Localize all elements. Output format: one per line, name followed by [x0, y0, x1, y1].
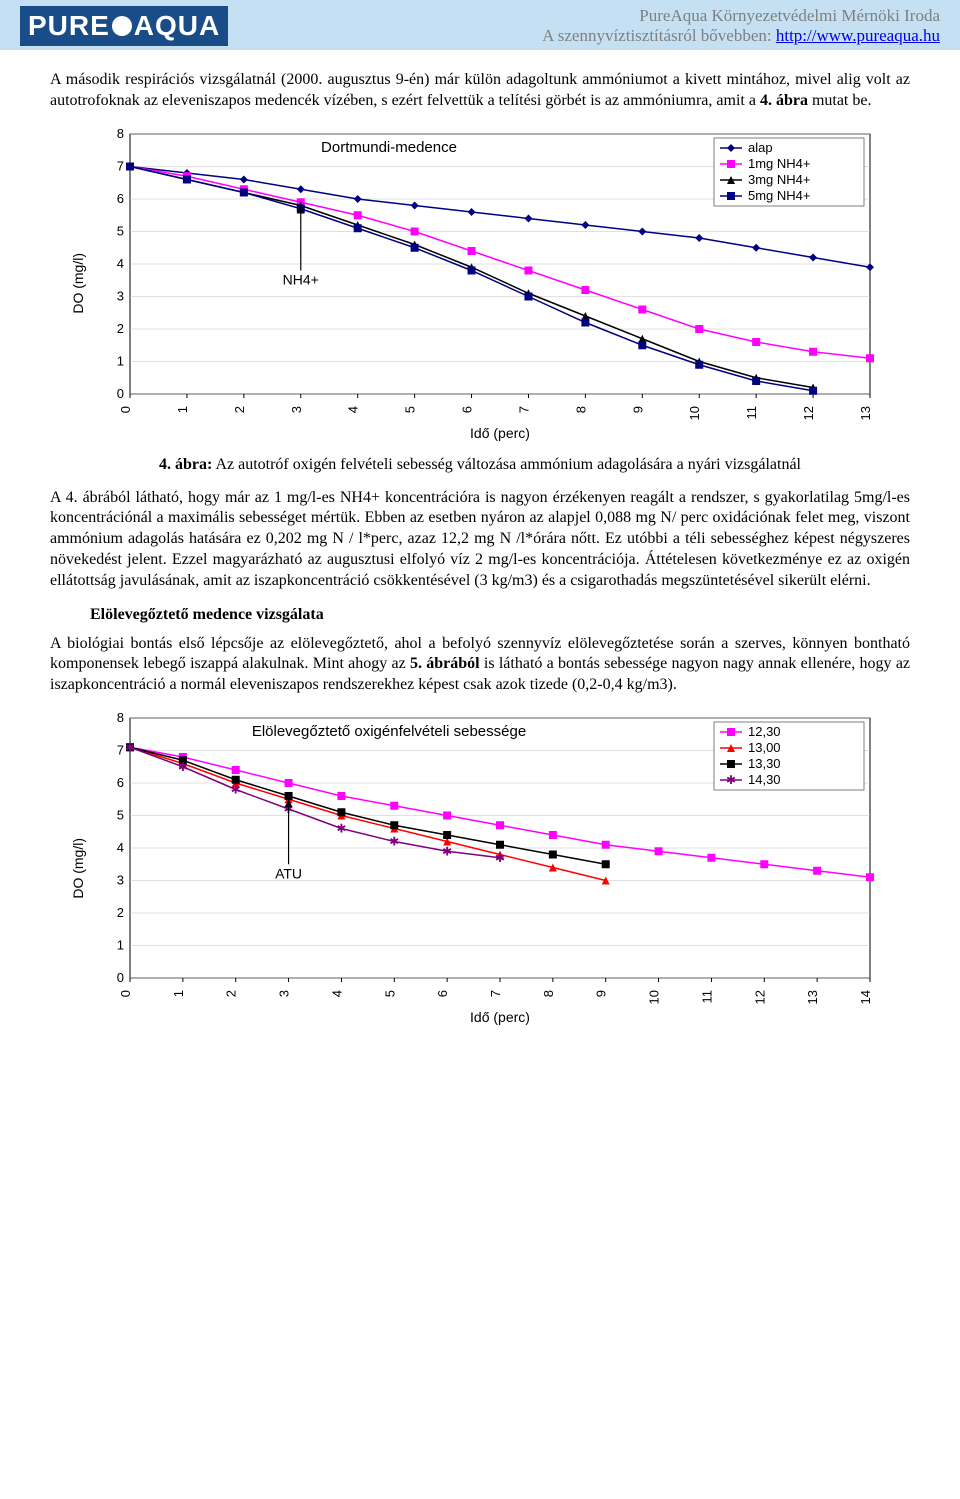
chart2-svg: 01234567801234567891011121314Idő (perc)✱… [90, 708, 880, 1028]
svg-text:Elölevegőztető oxigénfelvételi: Elölevegőztető oxigénfelvételi sebessége [252, 723, 526, 740]
svg-text:3mg NH4+: 3mg NH4+ [748, 172, 811, 187]
svg-text:4: 4 [329, 990, 344, 997]
svg-text:3: 3 [289, 406, 304, 413]
figure-4: DO (mg/l) 012345678012345678910111213Idő… [70, 124, 890, 444]
caption4-rest: Az autotróf oxigén felvételi sebesség vá… [215, 456, 801, 473]
svg-text:0: 0 [117, 386, 124, 401]
svg-text:✱: ✱ [495, 851, 505, 865]
header-link[interactable]: http://www.pureaqua.hu [776, 26, 940, 45]
logo-text-right: AQUA [134, 10, 220, 42]
svg-text:5mg NH4+: 5mg NH4+ [748, 188, 811, 203]
svg-text:8: 8 [573, 406, 588, 413]
svg-text:7: 7 [488, 990, 503, 997]
svg-text:6: 6 [435, 990, 450, 997]
svg-text:4: 4 [346, 406, 361, 413]
header-right: PureAqua Környezetvédelmi Mérnöki Iroda … [542, 6, 940, 46]
svg-text:Idő (perc): Idő (perc) [470, 1009, 530, 1025]
svg-text:14,30: 14,30 [748, 772, 781, 787]
svg-text:1: 1 [171, 990, 186, 997]
svg-text:8: 8 [541, 990, 556, 997]
svg-text:1: 1 [175, 406, 190, 413]
svg-text:13,30: 13,30 [748, 756, 781, 771]
svg-text:5: 5 [403, 406, 418, 413]
paragraph-1: A második respirációs vizsgálatnál (2000… [50, 70, 910, 112]
header-band: PURE AQUA PureAqua Környezetvédelmi Mérn… [0, 0, 960, 50]
svg-text:5: 5 [117, 807, 124, 822]
svg-text:✱: ✱ [231, 782, 241, 796]
para3-bold: 5. ábrából [410, 655, 480, 672]
svg-text:1mg NH4+: 1mg NH4+ [748, 156, 811, 171]
svg-text:✱: ✱ [442, 844, 452, 858]
svg-text:ATU: ATU [275, 865, 302, 881]
caption-4: 4. ábra: Az autotróf oxigén felvételi se… [50, 456, 910, 474]
svg-text:0: 0 [118, 990, 133, 997]
svg-text:2: 2 [117, 905, 124, 920]
chart1-ylabel: DO (mg/l) [70, 253, 86, 314]
svg-text:14: 14 [858, 990, 873, 1004]
svg-text:Dortmundi-medence: Dortmundi-medence [321, 139, 457, 156]
svg-text:✱: ✱ [726, 773, 736, 787]
svg-text:2: 2 [117, 321, 124, 336]
svg-text:6: 6 [117, 775, 124, 790]
svg-text:Idő (perc): Idő (perc) [470, 425, 530, 441]
svg-text:9: 9 [594, 990, 609, 997]
svg-text:7: 7 [516, 406, 531, 413]
chart2-ylabel: DO (mg/l) [70, 838, 86, 899]
svg-text:4: 4 [117, 256, 124, 271]
svg-text:8: 8 [117, 126, 124, 141]
svg-text:11: 11 [744, 406, 759, 420]
svg-text:12: 12 [801, 406, 816, 420]
paragraph-3: A biológiai bontás első lépcsője az elöl… [50, 634, 910, 696]
svg-text:2: 2 [224, 990, 239, 997]
svg-text:alap: alap [748, 140, 773, 155]
header-line1: PureAqua Környezetvédelmi Mérnöki Iroda [542, 6, 940, 26]
svg-text:10: 10 [687, 406, 702, 420]
svg-text:0: 0 [117, 970, 124, 985]
svg-text:13,00: 13,00 [748, 740, 781, 755]
svg-text:2: 2 [232, 406, 247, 413]
svg-text:12,30: 12,30 [748, 724, 781, 739]
svg-text:6: 6 [117, 191, 124, 206]
chart1-svg: 012345678012345678910111213Idő (perc)Dor… [90, 124, 880, 444]
svg-text:1: 1 [117, 353, 124, 368]
header-line2-prefix: A szennyvíztisztításról bővebben: [542, 26, 776, 45]
svg-text:3: 3 [117, 288, 124, 303]
svg-text:5: 5 [382, 990, 397, 997]
svg-text:4: 4 [117, 840, 124, 855]
svg-text:7: 7 [117, 158, 124, 173]
svg-text:8: 8 [117, 710, 124, 725]
figure-5: DO (mg/l) 01234567801234567891011121314I… [70, 708, 890, 1028]
svg-text:5: 5 [117, 223, 124, 238]
svg-text:✱: ✱ [125, 740, 135, 754]
svg-text:0: 0 [118, 406, 133, 413]
paragraph-2: A 4. ábrából látható, hogy már az 1 mg/l… [50, 488, 910, 592]
svg-text:13: 13 [858, 406, 873, 420]
svg-text:✱: ✱ [178, 760, 188, 774]
svg-text:NH4+: NH4+ [283, 271, 319, 287]
svg-text:6: 6 [460, 406, 475, 413]
logo-text-left: PURE [28, 10, 110, 42]
svg-text:13: 13 [805, 990, 820, 1004]
logo: PURE AQUA [20, 6, 228, 46]
svg-text:7: 7 [117, 742, 124, 757]
svg-text:9: 9 [630, 406, 645, 413]
para1-bold: 4. ábra [760, 92, 808, 109]
svg-text:12: 12 [752, 990, 767, 1004]
svg-text:11: 11 [699, 990, 714, 1004]
svg-text:3: 3 [277, 990, 292, 997]
svg-text:1: 1 [117, 937, 124, 952]
header-line2: A szennyvíztisztításról bővebben: http:/… [542, 26, 940, 46]
droplet-icon [112, 16, 132, 36]
svg-text:10: 10 [647, 990, 662, 1004]
caption4-bold: 4. ábra: [159, 456, 212, 473]
para1-tail: mutat be. [812, 92, 872, 109]
svg-text:3: 3 [117, 872, 124, 887]
subheading: Elölevegőztető medence vizsgálata [90, 606, 910, 624]
svg-text:✱: ✱ [336, 821, 346, 835]
svg-text:✱: ✱ [389, 834, 399, 848]
